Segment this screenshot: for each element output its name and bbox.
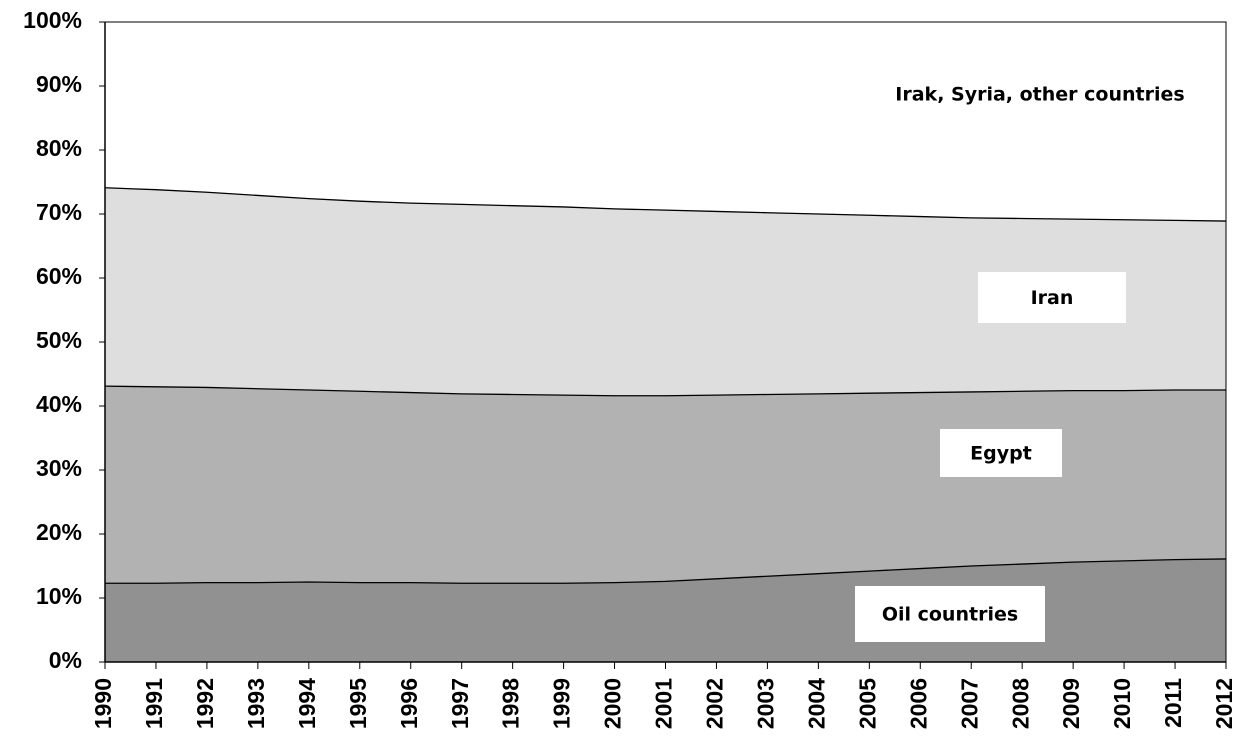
x-tick-label: 2005 [854,678,880,729]
y-tick-label: 90% [36,71,82,97]
x-tick-label: 1991 [141,678,167,729]
x-tick-label: 2007 [956,678,982,729]
x-tick-label: 1990 [90,678,116,729]
x-tick-label: 2004 [803,678,829,729]
x-tick-label: 1994 [294,678,320,729]
label-box [855,586,1045,642]
x-tick-label: 1992 [192,678,218,729]
y-tick-label: 0% [49,647,82,673]
series-label: Egypt [970,443,1032,465]
x-tick-label: 2010 [1109,678,1135,729]
y-tick-label: 10% [36,583,82,609]
x-tick-label: 2008 [1007,678,1033,729]
area-boundary [105,558,1227,584]
x-tick-label: 2012 [1211,678,1237,729]
y-tick-label: 20% [36,519,82,545]
y-tick-label: 40% [36,391,82,417]
x-tick-label: 1995 [345,678,371,729]
y-tick-label: 30% [36,455,82,481]
x-tick-label: 1999 [549,678,575,729]
area [105,386,1226,584]
x-tick-label: 1997 [447,678,473,729]
y-tick-label: 100% [23,7,82,33]
series-label: Oil countries [882,604,1018,626]
x-tick-label: 2002 [702,678,728,729]
x-tick-label: 2011 [1160,678,1186,728]
x-tick-label: 2009 [1058,678,1084,729]
x-tick-label: 2001 [651,678,677,729]
area [105,22,1226,222]
area-boundary [104,385,1226,397]
x-tick-label: 1996 [396,678,422,729]
x-tick-label: 1993 [243,678,269,729]
series-label: Irak, Syria, other countries [895,84,1184,106]
x-tick-label: 2006 [905,678,931,729]
label-box [940,429,1062,477]
series-label: Iran [1031,287,1074,309]
label-box [978,272,1126,323]
area [105,187,1226,396]
x-tick-label: 2000 [600,678,626,729]
x-tick-label: 2003 [752,678,778,729]
area-boundary [104,187,1227,222]
y-tick-label: 50% [36,327,82,353]
x-tick-label: 1998 [498,678,524,729]
y-tick-label: 70% [36,199,82,225]
y-tick-label: 80% [36,135,82,161]
y-tick-label: 60% [36,263,82,289]
